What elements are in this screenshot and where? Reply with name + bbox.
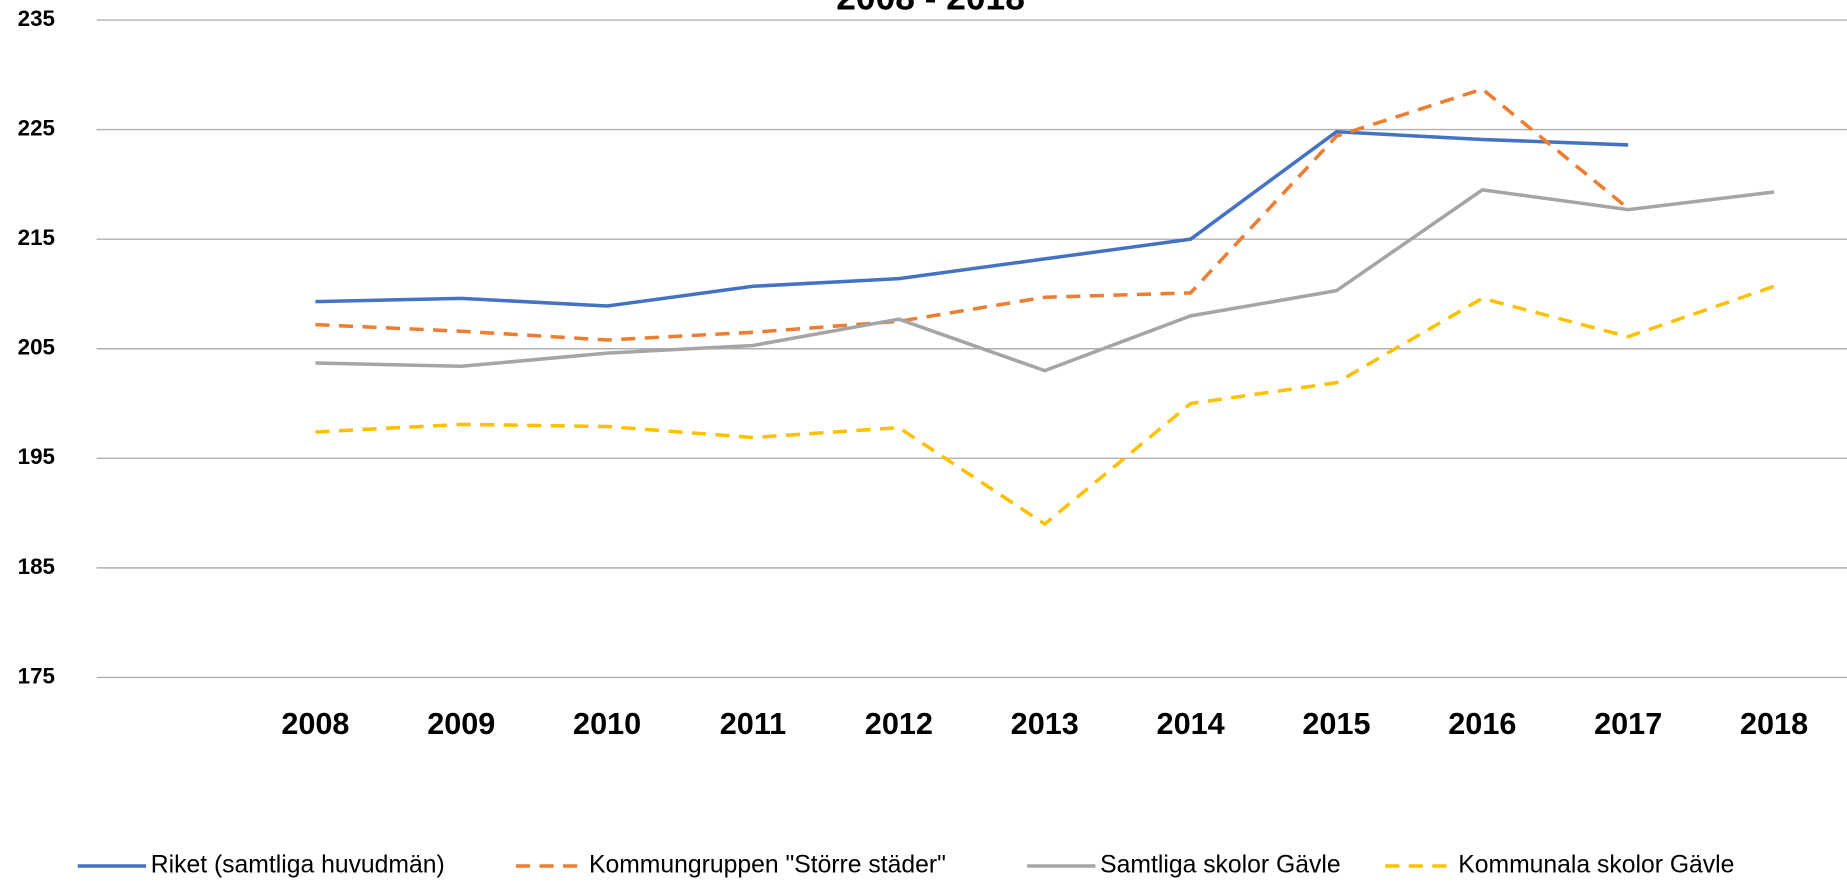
y-tick-label: 205	[18, 335, 55, 360]
x-tick-label: 2016	[1448, 707, 1516, 741]
x-tick-label: 2013	[1011, 707, 1079, 741]
y-tick-label: 195	[18, 444, 55, 469]
x-tick-label: 2008	[281, 707, 349, 741]
y-tick-label: 225	[18, 116, 55, 141]
legend-label: Kommungruppen "Större städer"	[589, 852, 946, 879]
y-tick-label: 235	[18, 6, 55, 31]
y-tick-label: 175	[18, 663, 55, 688]
y-tick-label: 215	[18, 225, 55, 250]
x-tick-label: 2014	[1157, 707, 1225, 741]
series-line	[315, 129, 1629, 308]
chart-title: 2008 - 2018	[836, 0, 1025, 17]
series-line	[315, 284, 1775, 527]
series-line	[315, 188, 1775, 373]
x-tick-label: 2009	[427, 707, 495, 741]
x-tick-label: 2012	[865, 707, 933, 741]
x-tick-label: 2017	[1594, 707, 1662, 741]
x-tick-label: 2011	[720, 707, 786, 741]
series-line	[315, 87, 1630, 342]
x-tick-label: 2015	[1302, 707, 1370, 741]
legend-label: Samtliga skolor Gävle	[1100, 852, 1340, 879]
x-tick-label: 2010	[573, 707, 641, 741]
legend-label: Kommunala skolor Gävle	[1458, 852, 1734, 879]
legend-label: Riket (samtliga huvudmän)	[151, 852, 445, 879]
y-tick-label: 185	[18, 554, 55, 579]
x-tick-label: 2018	[1740, 707, 1808, 741]
